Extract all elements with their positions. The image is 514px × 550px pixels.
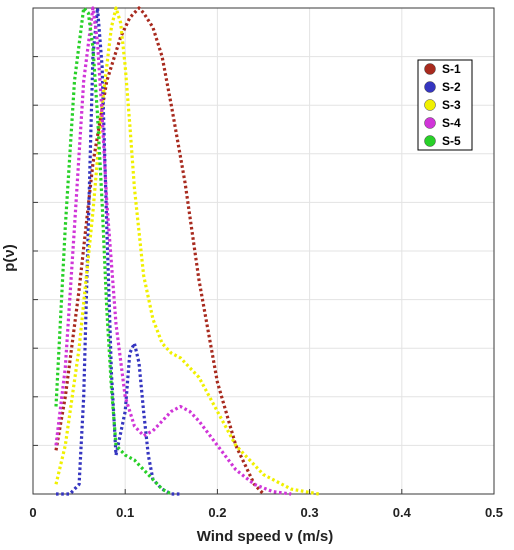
- legend-marker: [424, 81, 436, 93]
- x-tick-label: 0: [29, 505, 36, 520]
- x-tick-label: 0.3: [301, 505, 319, 520]
- x-tick-label: 0.2: [208, 505, 226, 520]
- legend-label: S-4: [442, 116, 461, 130]
- series-line-s-2: [56, 6, 181, 496]
- x-tick-label: 0.1: [116, 505, 134, 520]
- legend-label: S-3: [442, 98, 461, 112]
- series-line-s-5: [54, 6, 173, 496]
- legend-marker: [424, 63, 436, 75]
- legend-marker: [424, 117, 436, 129]
- x-tick-label: 0.5: [485, 505, 503, 520]
- legend-label: S-1: [442, 62, 461, 76]
- axis-ticks: [32, 56, 495, 494]
- data-series: [54, 6, 320, 496]
- series-line-s-3: [54, 6, 320, 496]
- legend-marker: [424, 99, 436, 111]
- y-axis-label: p(ν): [1, 244, 18, 272]
- series-line-s-1: [54, 6, 265, 496]
- legend-marker: [424, 135, 436, 147]
- legend-label: S-5: [442, 134, 461, 148]
- x-tick-labels: 0 0.1 0.2 0.3 0.4 0.5: [29, 505, 503, 520]
- legend-label: S-2: [442, 80, 461, 94]
- legend: S-1 S-2 S-3 S-4 S-5: [417, 59, 473, 151]
- x-tick-label: 0.4: [393, 505, 412, 520]
- x-axis-label: Wind speed ν (m/s): [197, 528, 334, 545]
